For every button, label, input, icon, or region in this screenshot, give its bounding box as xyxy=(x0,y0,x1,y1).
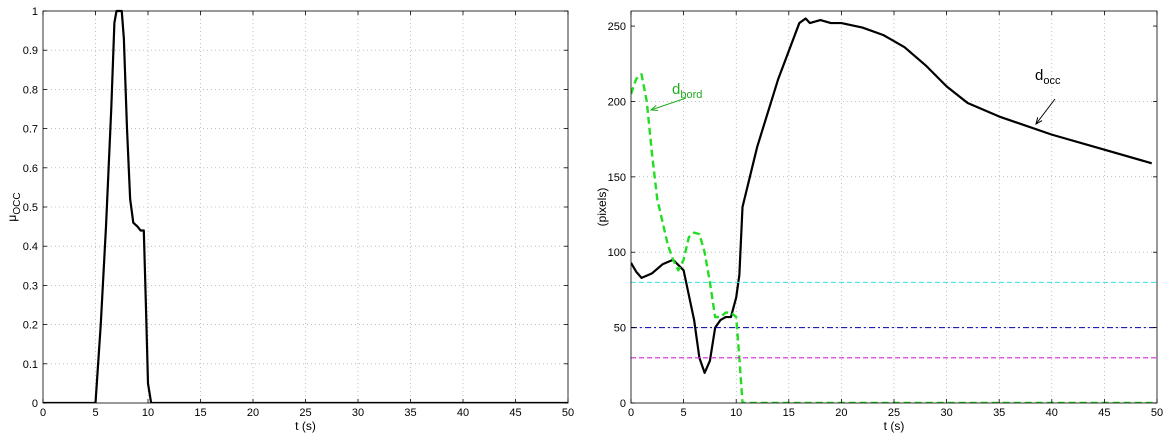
x-tick-label: 25 xyxy=(888,407,900,419)
annotation-occ-label: docc xyxy=(1035,67,1061,87)
y-tick-label: 0.2 xyxy=(23,320,38,332)
distance-pixels-chart: 0 5 10 15 20 25 30 35 40 45 50 0 50 100 150 200 250 t (s)… xyxy=(595,10,1163,433)
y-tick-label: 0.5 xyxy=(23,202,38,214)
y-axis-label-sub: OCC xyxy=(12,192,23,214)
x-tick-label: 40 xyxy=(1046,407,1058,419)
x-tick-label: 25 xyxy=(299,407,311,419)
x-tick-label: 5 xyxy=(681,407,687,419)
y-tick-label: 0.3 xyxy=(23,280,38,292)
x-tick-label: 0 xyxy=(628,407,634,419)
x-tick-label: 15 xyxy=(783,407,795,419)
annotation-occ-sub: occ xyxy=(1043,75,1061,87)
occlusion-membership-chart: 0 5 10 15 20 25 30 35 40 45 50 0 0.1 0.2 0.3 0.4 0.5 0.6 0… xyxy=(5,6,574,433)
x-tick-label: 45 xyxy=(509,407,521,419)
x-tick-label: 20 xyxy=(835,407,847,419)
y-tick-label: 0.8 xyxy=(23,84,38,96)
y-tick-label: 0.1 xyxy=(23,359,38,371)
x-tick-label: 50 xyxy=(562,407,574,419)
y-tick-label: 0 xyxy=(32,398,38,410)
x-tick-label: 5 xyxy=(92,407,98,419)
y-axis-label-main: μ xyxy=(5,215,19,222)
x-tick-label: 35 xyxy=(404,407,416,419)
x-tick-label: 45 xyxy=(1098,407,1110,419)
annotation-occ-arrowhead xyxy=(1035,117,1043,126)
annotation-bord-arrowhead xyxy=(649,104,659,111)
annotation-occ-arrow xyxy=(1035,98,1056,125)
y-tick-label: 0 xyxy=(620,398,626,410)
series-d-bord xyxy=(631,73,1157,403)
y-axis-label: (pixels) xyxy=(595,188,609,227)
annotation-bord-main: d xyxy=(672,81,680,98)
reference-line-0 xyxy=(43,9,568,403)
annotation-bord-arrow xyxy=(650,97,687,111)
x-tick-label: 30 xyxy=(352,407,364,419)
y-tick-label: 250 xyxy=(608,21,626,33)
y-tick-label: 100 xyxy=(608,247,626,259)
y-tick-label: 150 xyxy=(608,172,626,184)
x-tick-label: 10 xyxy=(730,407,742,419)
y-tick-label: 0.4 xyxy=(23,241,38,253)
y-tick-label: 0.9 xyxy=(23,45,38,57)
annotation-occ-main: d xyxy=(1035,67,1043,84)
series-group xyxy=(43,9,568,403)
y-tick-label: 50 xyxy=(614,323,626,335)
series-d-occ xyxy=(631,17,1153,374)
x-tick-label: 15 xyxy=(194,407,206,419)
x-tick-label: 40 xyxy=(457,407,469,419)
y-tick-label: 0.6 xyxy=(23,163,38,175)
x-tick-label: 10 xyxy=(142,407,154,419)
y-tick-label: 200 xyxy=(608,96,626,108)
y-axis-label: μOCC xyxy=(5,192,23,221)
series-group xyxy=(631,17,1157,403)
x-axis-label: t (s) xyxy=(295,419,316,433)
x-tick-label: 30 xyxy=(940,407,952,419)
x-tick-label: 35 xyxy=(993,407,1005,419)
x-axis-label: t (s) xyxy=(884,419,905,433)
x-tick-label: 50 xyxy=(1151,407,1163,419)
y-tick-label: 0.7 xyxy=(23,124,38,136)
y-tick-label: 1 xyxy=(32,6,38,18)
x-tick-label: 0 xyxy=(40,407,46,419)
x-tick-label: 20 xyxy=(247,407,259,419)
